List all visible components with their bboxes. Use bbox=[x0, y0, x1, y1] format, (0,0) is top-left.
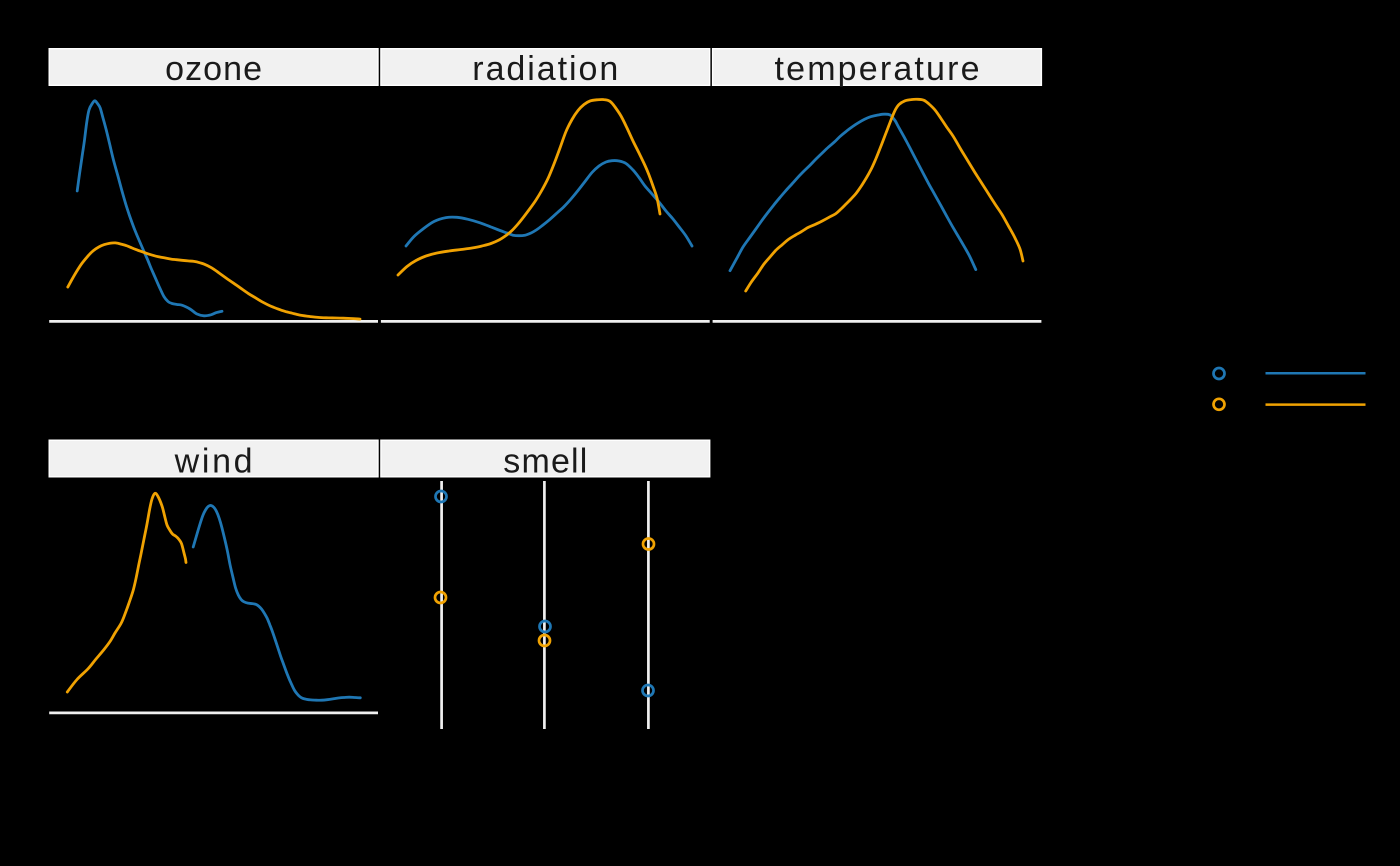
svg-text:smell: smell bbox=[503, 442, 587, 480]
svg-text:ozone: ozone bbox=[165, 50, 262, 88]
svg-text:wind: wind bbox=[174, 442, 253, 480]
svg-text:radiation: radiation bbox=[472, 50, 618, 88]
